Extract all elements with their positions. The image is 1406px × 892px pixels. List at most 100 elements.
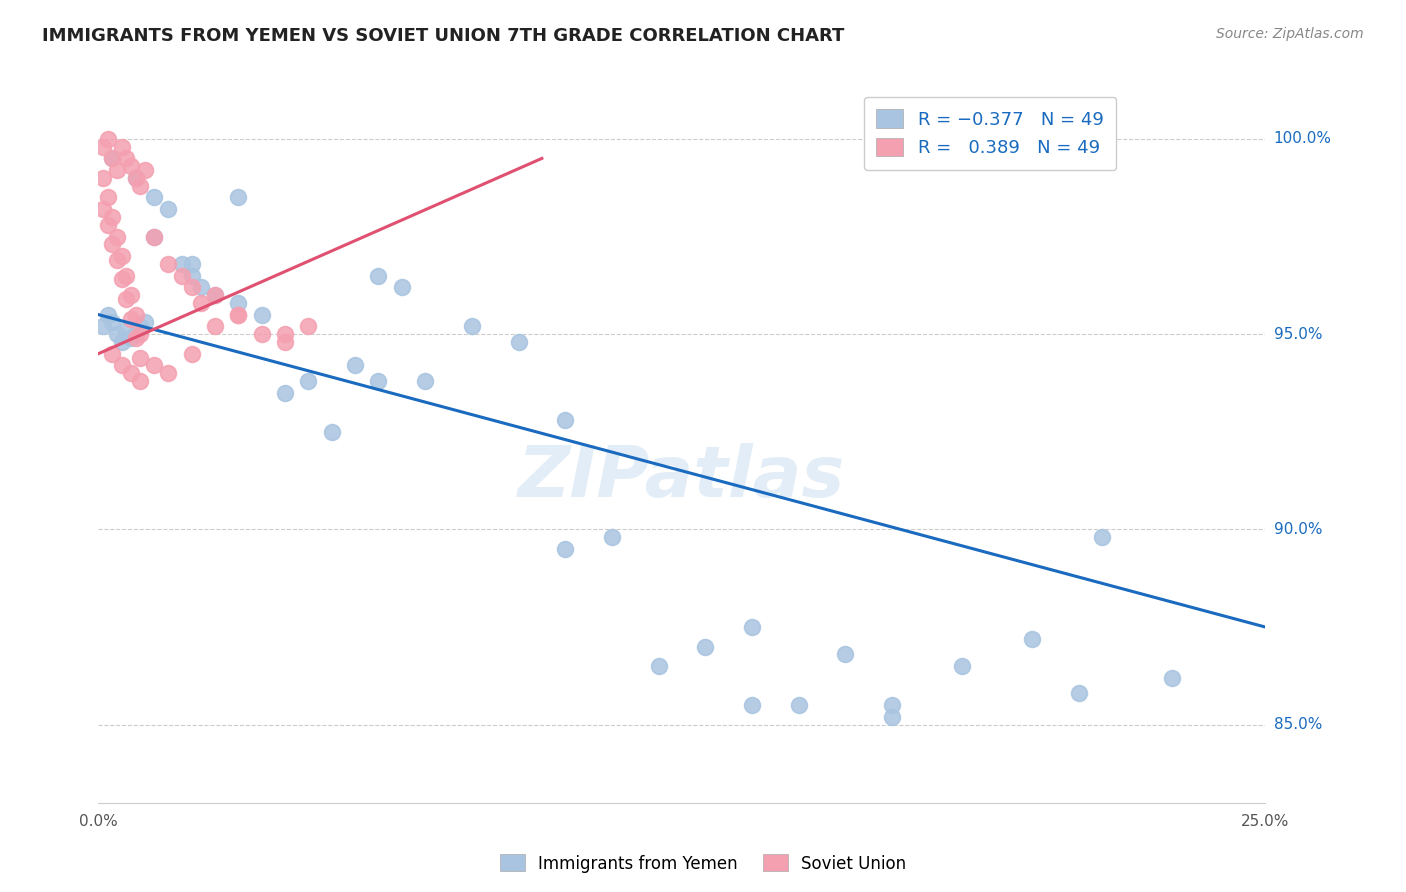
Point	[129, 374, 152, 388]
Point	[367, 268, 389, 283]
Point	[461, 319, 484, 334]
Point	[143, 190, 166, 204]
Point	[101, 315, 124, 329]
Point	[101, 152, 124, 166]
Point	[880, 710, 903, 724]
Legend: R = −0.377   N = 49, R =   0.389   N = 49: R = −0.377 N = 49, R = 0.389 N = 49	[863, 96, 1116, 169]
Point	[391, 280, 413, 294]
Point	[97, 218, 120, 232]
Point	[600, 530, 623, 544]
Point	[204, 288, 226, 302]
Text: Source: ZipAtlas.com: Source: ZipAtlas.com	[1216, 27, 1364, 41]
Point	[125, 331, 148, 345]
Point	[101, 237, 124, 252]
Point	[115, 152, 138, 166]
Point	[367, 374, 389, 388]
Point	[125, 170, 148, 185]
Point	[554, 413, 576, 427]
Point	[143, 229, 166, 244]
Point	[250, 327, 273, 342]
Point	[297, 319, 319, 334]
Point	[880, 698, 903, 713]
Point	[120, 159, 142, 173]
Point	[180, 346, 202, 360]
Point	[143, 359, 166, 373]
Point	[274, 334, 297, 349]
Point	[741, 620, 763, 634]
Point	[172, 257, 194, 271]
Point	[101, 210, 124, 224]
Point	[111, 249, 134, 263]
Point	[105, 229, 128, 244]
Point	[125, 308, 148, 322]
Point	[204, 319, 226, 334]
Point	[120, 331, 142, 345]
Point	[129, 319, 152, 334]
Point	[1091, 530, 1114, 544]
Point	[190, 296, 212, 310]
Point	[157, 257, 180, 271]
Point	[120, 311, 142, 326]
Point	[129, 178, 152, 193]
Point	[157, 202, 180, 216]
Point	[297, 374, 319, 388]
Point	[125, 327, 148, 342]
Point	[180, 268, 202, 283]
Point	[1067, 686, 1090, 700]
Point	[115, 268, 138, 283]
Point	[111, 334, 134, 349]
Point	[91, 170, 114, 185]
Point	[508, 334, 530, 349]
Point	[180, 257, 202, 271]
Point	[250, 308, 273, 322]
Point	[101, 152, 124, 166]
Point	[97, 132, 120, 146]
Text: 95.0%: 95.0%	[1274, 326, 1322, 342]
Text: 90.0%: 90.0%	[1274, 522, 1322, 537]
Text: 100.0%: 100.0%	[1274, 131, 1331, 146]
Point	[228, 190, 250, 204]
Point	[1021, 632, 1043, 646]
Point	[105, 252, 128, 267]
Point	[111, 272, 134, 286]
Point	[120, 366, 142, 380]
Point	[111, 359, 134, 373]
Point	[344, 359, 367, 373]
Point	[274, 327, 297, 342]
Point	[647, 659, 669, 673]
Point	[172, 268, 194, 283]
Point	[101, 346, 124, 360]
Point	[115, 323, 138, 337]
Point	[413, 374, 436, 388]
Legend: Immigrants from Yemen, Soviet Union: Immigrants from Yemen, Soviet Union	[494, 847, 912, 880]
Point	[115, 292, 138, 306]
Point	[834, 648, 856, 662]
Point	[105, 163, 128, 178]
Point	[180, 280, 202, 294]
Point	[228, 296, 250, 310]
Text: 85.0%: 85.0%	[1274, 717, 1322, 732]
Point	[228, 308, 250, 322]
Point	[91, 319, 114, 334]
Point	[134, 315, 156, 329]
Point	[228, 308, 250, 322]
Point	[1161, 671, 1184, 685]
Point	[695, 640, 717, 654]
Point	[129, 327, 152, 342]
Point	[97, 190, 120, 204]
Text: ZIPatlas: ZIPatlas	[519, 443, 845, 512]
Point	[787, 698, 810, 713]
Point	[554, 541, 576, 556]
Point	[321, 425, 343, 439]
Point	[143, 229, 166, 244]
Point	[157, 366, 180, 380]
Point	[97, 308, 120, 322]
Point	[91, 139, 114, 153]
Text: IMMIGRANTS FROM YEMEN VS SOVIET UNION 7TH GRADE CORRELATION CHART: IMMIGRANTS FROM YEMEN VS SOVIET UNION 7T…	[42, 27, 845, 45]
Point	[125, 170, 148, 185]
Point	[741, 698, 763, 713]
Point	[129, 351, 152, 365]
Point	[190, 280, 212, 294]
Point	[274, 385, 297, 400]
Point	[91, 202, 114, 216]
